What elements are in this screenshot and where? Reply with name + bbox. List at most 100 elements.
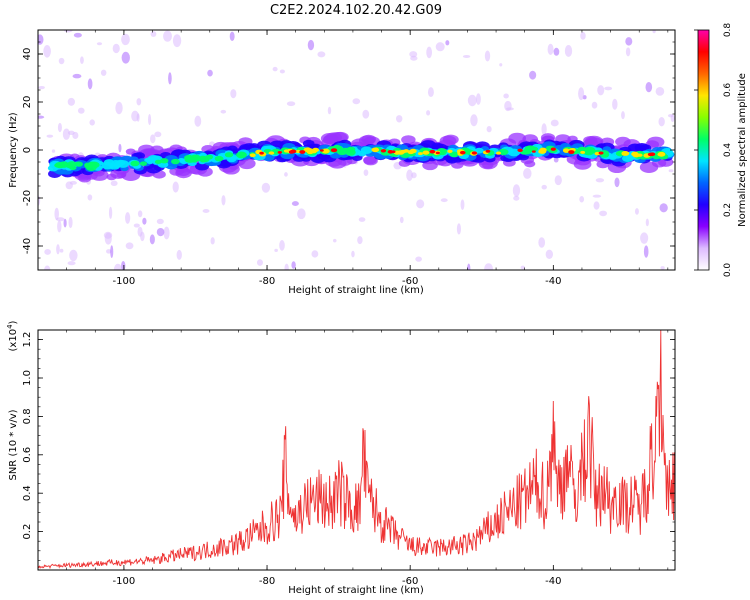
- heatmap-cell: [290, 149, 297, 154]
- heatmap-cell: [80, 56, 84, 64]
- heatmap-cell: [460, 199, 465, 210]
- heatmap-cell: [299, 150, 306, 154]
- heatmap-cell: [163, 226, 170, 240]
- heatmap-cell: [658, 117, 665, 127]
- heatmap-cell: [43, 45, 51, 58]
- heatmap-cell: [429, 149, 436, 154]
- heatmap-cell: [422, 150, 430, 155]
- heatmap-cell: [645, 218, 649, 227]
- heatmap-cell: [224, 152, 234, 158]
- heatmap-cell: [660, 266, 665, 270]
- heatmap-cell: [649, 152, 656, 157]
- heatmap-cell: [148, 114, 152, 126]
- heatmap-cell: [645, 82, 653, 93]
- heatmap-cell: [193, 156, 201, 162]
- heatmap-cell: [286, 101, 296, 107]
- heatmap-cell: [125, 242, 134, 250]
- heatmap-cell: [447, 149, 453, 153]
- heatmap-cell: [85, 164, 97, 171]
- y-tick-label: 1.2: [22, 332, 33, 348]
- heatmap-cell: [417, 152, 423, 156]
- heatmap-cell: [634, 208, 639, 215]
- heatmap-cell: [96, 42, 103, 46]
- heatmap-cell: [108, 206, 113, 219]
- heatmap-cell: [592, 194, 602, 198]
- heatmap-cell: [150, 31, 157, 37]
- heatmap-cell: [371, 147, 380, 153]
- heatmap-cell: [101, 161, 114, 170]
- heatmap-cell: [363, 156, 378, 166]
- heatmap-cell: [578, 87, 585, 101]
- heatmap-cell: [406, 169, 413, 181]
- x-tick-label: -60: [402, 576, 418, 587]
- heatmap-cell: [57, 220, 62, 233]
- heatmap-cell: [475, 93, 481, 105]
- heatmap-cell: [210, 237, 215, 245]
- heatmap-cell: [593, 201, 600, 210]
- heatmap-cell: [74, 161, 83, 167]
- y-tick-label: 0.8: [22, 408, 33, 424]
- heatmap-cell: [291, 201, 299, 207]
- heatmap-cell: [668, 169, 674, 173]
- spectrogram-heatmap: [38, 30, 675, 270]
- heatmap-cell: [599, 210, 608, 217]
- heatmap-cell: [136, 98, 142, 106]
- heatmap-cell: [44, 265, 51, 270]
- heatmap-cell: [307, 39, 315, 51]
- heatmap-cell: [520, 265, 526, 270]
- heatmap-cell: [545, 249, 554, 260]
- heatmap-cell: [409, 148, 417, 154]
- heatmap-cell: [595, 178, 605, 183]
- heatmap-cell: [172, 34, 182, 48]
- heatmap-cell: [199, 155, 207, 161]
- heatmap-cell: [625, 37, 633, 46]
- heatmap-cell: [529, 70, 537, 80]
- heatmap-cell: [112, 43, 120, 54]
- heatmap-cell: [484, 263, 493, 270]
- heatmap-cell: [100, 69, 107, 76]
- heatmap-cell: [621, 111, 625, 120]
- heatmap-cell: [562, 148, 570, 153]
- heatmap-cell: [597, 85, 605, 96]
- heatmap-cell: [598, 151, 604, 155]
- heatmap-cell: [57, 122, 62, 133]
- colorbar-ticks: 0.0 0.2 0.4 0.6 0.8: [694, 23, 733, 278]
- heatmap-cell: [397, 150, 405, 155]
- heatmap-cell: [125, 212, 131, 224]
- heatmap-cell: [214, 155, 224, 162]
- heatmap-cell: [427, 87, 434, 98]
- heatmap-cell: [110, 168, 127, 179]
- heatmap-cell: [409, 51, 418, 58]
- heatmap-cell: [261, 182, 271, 193]
- heatmap-cell: [73, 32, 82, 38]
- heatmap-cell: [499, 63, 503, 67]
- heatmap-cell: [426, 46, 433, 59]
- heatmap-cell: [332, 238, 337, 243]
- heatmap-cell: [486, 126, 492, 133]
- heatmap-cell: [89, 119, 95, 126]
- heatmap-cell: [77, 107, 85, 114]
- heatmap-cell: [467, 94, 477, 107]
- heatmap-cell: [580, 31, 586, 40]
- heatmap-cell: [541, 123, 547, 136]
- heatmap-cell: [274, 248, 278, 253]
- snr-panel: -100 -80 -60 -40 0.2 0.4 0.6 0.8 1.0 1.2 Height …: [6, 320, 676, 596]
- snr-x-label: Height of straight line (km): [288, 585, 424, 596]
- heatmap-cell: [51, 149, 56, 153]
- heatmap-cell: [667, 114, 674, 118]
- heatmap-cell: [194, 115, 202, 127]
- heatmap-cell: [319, 149, 324, 152]
- heatmap-cell: [580, 150, 586, 154]
- heatmap-cell: [459, 150, 466, 155]
- heatmap-cell: [503, 93, 509, 99]
- colorbar: 0.0 0.2 0.4 0.6 0.8 Normalized spectral ampl…: [694, 23, 748, 278]
- heatmap-cell: [631, 151, 639, 157]
- heatmap-cell: [207, 69, 213, 77]
- heatmap-cell: [163, 30, 172, 42]
- heatmap-cell: [462, 54, 471, 58]
- heatmap-cell: [363, 169, 369, 176]
- colorbar-tick-label: 0.0: [723, 263, 733, 278]
- y-tick-label: 20: [22, 96, 33, 109]
- heatmap-cell: [279, 69, 285, 74]
- heatmap-cell: [327, 106, 332, 115]
